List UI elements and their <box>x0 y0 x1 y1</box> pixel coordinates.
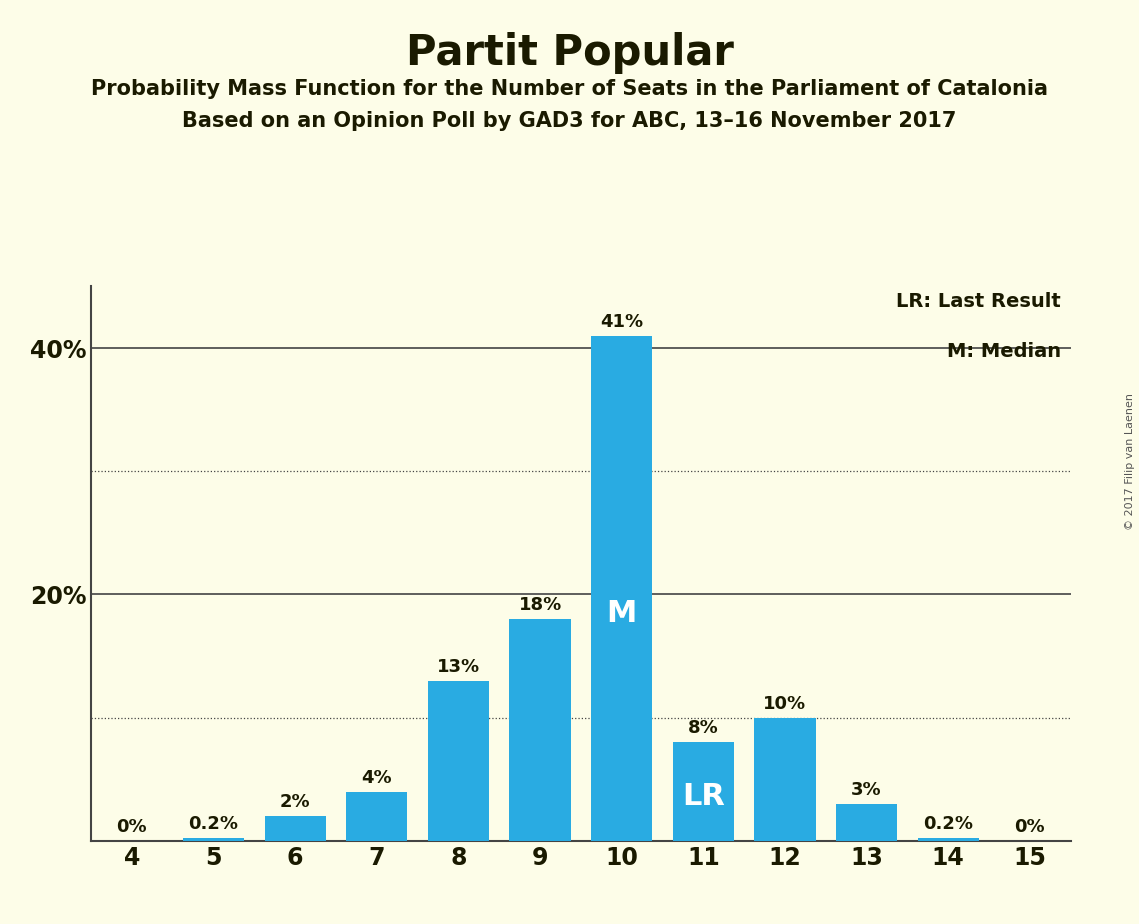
Text: Probability Mass Function for the Number of Seats in the Parliament of Catalonia: Probability Mass Function for the Number… <box>91 79 1048 99</box>
Bar <box>918 838 978 841</box>
Text: M: Median: M: Median <box>947 342 1060 361</box>
Text: 3%: 3% <box>851 781 882 799</box>
Text: 10%: 10% <box>763 695 806 712</box>
Text: 4%: 4% <box>361 769 392 786</box>
Bar <box>754 718 816 841</box>
Text: M: M <box>606 599 637 628</box>
Text: LR: Last Result: LR: Last Result <box>896 292 1060 311</box>
Text: 0%: 0% <box>116 818 147 836</box>
Text: © 2017 Filip van Laenen: © 2017 Filip van Laenen <box>1125 394 1134 530</box>
Text: 8%: 8% <box>688 720 719 737</box>
Text: 18%: 18% <box>518 596 562 614</box>
Bar <box>509 619 571 841</box>
Text: 0.2%: 0.2% <box>924 816 973 833</box>
Text: 0.2%: 0.2% <box>189 816 238 833</box>
Text: 13%: 13% <box>437 658 480 675</box>
Text: Based on an Opinion Poll by GAD3 for ABC, 13–16 November 2017: Based on an Opinion Poll by GAD3 for ABC… <box>182 111 957 131</box>
Text: 41%: 41% <box>600 313 644 331</box>
Text: 0%: 0% <box>1015 818 1046 836</box>
Bar <box>428 681 489 841</box>
Bar <box>346 792 408 841</box>
Text: LR: LR <box>682 782 724 811</box>
Bar <box>836 804 898 841</box>
Bar <box>673 742 734 841</box>
Bar <box>264 816 326 841</box>
Text: Partit Popular: Partit Popular <box>405 32 734 74</box>
Bar <box>183 838 244 841</box>
Bar <box>591 335 653 841</box>
Text: 2%: 2% <box>280 794 311 811</box>
